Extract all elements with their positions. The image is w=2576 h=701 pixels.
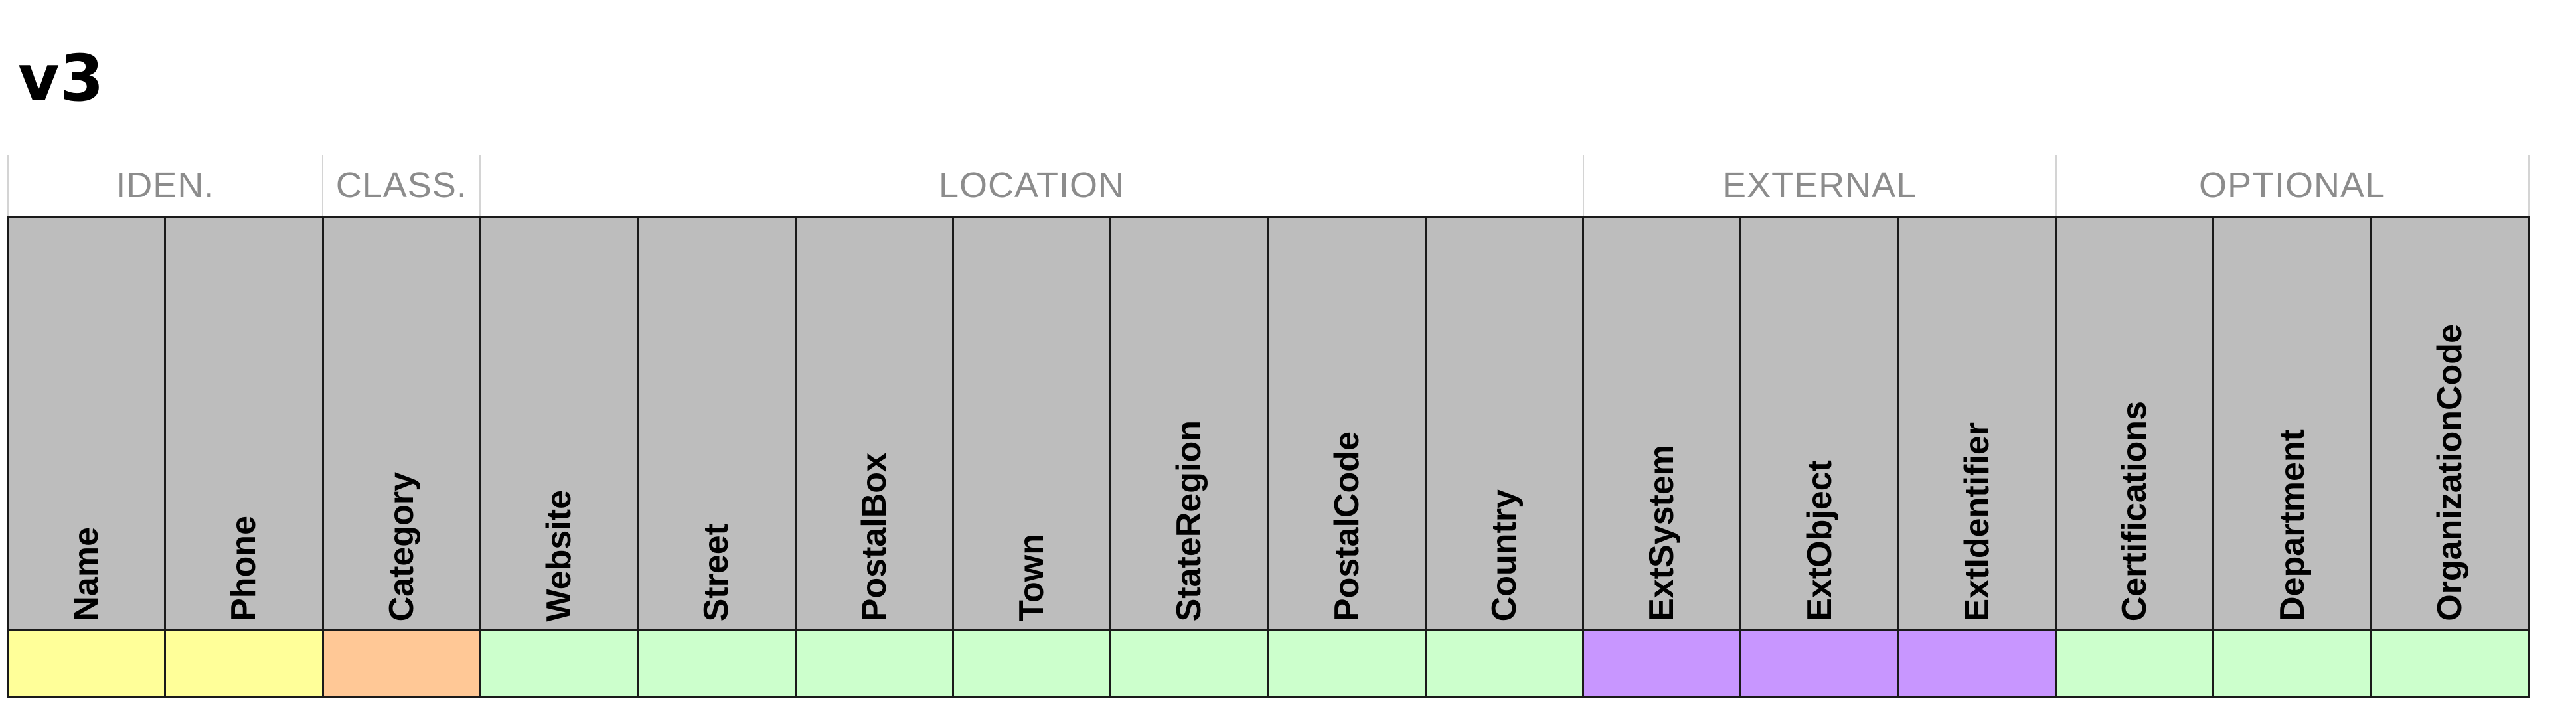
column-header-phone: Phone xyxy=(164,216,324,631)
column-header-label: ExtSystem xyxy=(1643,445,1682,621)
column-header-town: Town xyxy=(951,216,1112,631)
color-swatch-department xyxy=(2212,629,2372,698)
column-header-label: Town xyxy=(1012,534,1052,621)
column-header-department: Department xyxy=(2212,216,2372,631)
group-label-iden: IDEN. xyxy=(7,155,324,218)
column-header-stateregion: StateRegion xyxy=(1109,216,1269,631)
column-header-postalcode: PostalCode xyxy=(1267,216,1427,631)
column-header-organizationcode: OrganizationCode xyxy=(2370,216,2530,631)
color-swatch-postalbox xyxy=(794,629,954,698)
column-header-extobject: ExtObject xyxy=(1739,216,1899,631)
column-header-website: Website xyxy=(479,216,639,631)
color-swatch-town xyxy=(951,629,1112,698)
column-header-label: Department xyxy=(2273,429,2312,621)
column-header-certifications: Certifications xyxy=(2055,216,2215,631)
column-header-label: ExtObject xyxy=(1800,460,1839,621)
color-swatch-stateregion xyxy=(1109,629,1269,698)
column-header-label: Certifications xyxy=(2115,400,2154,621)
color-swatch-country xyxy=(1424,629,1585,698)
column-header-label: Category xyxy=(382,471,421,621)
group-label-location: LOCATION xyxy=(479,155,1584,218)
column-header-label: Name xyxy=(67,527,106,621)
column-header-country: Country xyxy=(1424,216,1585,631)
color-swatch-organizationcode xyxy=(2370,629,2530,698)
color-swatch-postalcode xyxy=(1267,629,1427,698)
column-header-street: Street xyxy=(637,216,797,631)
column-header-label: ExtIdentifier xyxy=(1957,422,1996,622)
column-header-extidentifier: ExtIdentifier xyxy=(1897,216,2057,631)
color-swatch-extidentifier xyxy=(1897,629,2057,698)
color-swatch-extobject xyxy=(1739,629,1899,698)
group-label-class: CLASS. xyxy=(322,155,481,218)
group-label-external: EXTERNAL xyxy=(1582,155,2057,218)
column-header-postalbox: PostalBox xyxy=(794,216,954,631)
column-header-label: Country xyxy=(1485,489,1524,621)
color-swatch-category xyxy=(321,629,481,698)
column-header-category: Category xyxy=(321,216,481,631)
column-header-label: PostalCode xyxy=(1327,431,1366,621)
color-swatch-row xyxy=(6,629,2530,698)
column-header-label: Phone xyxy=(224,516,264,621)
column-header-label: PostalBox xyxy=(854,452,894,621)
schema-table: IDEN. CLASS. LOCATION EXTERNAL OPTIONAL Name… xyxy=(6,155,2530,698)
column-header-name: Name xyxy=(6,216,167,631)
color-swatch-phone xyxy=(164,629,324,698)
column-header-label: Street xyxy=(697,523,736,621)
group-header-row: IDEN. CLASS. LOCATION EXTERNAL OPTIONAL xyxy=(7,155,2530,218)
page-title: v3 xyxy=(18,41,104,116)
column-header-row: Name Phone Category Website Street PostalBox T… xyxy=(6,216,2530,631)
column-header-label: Website xyxy=(540,489,579,621)
group-label-optional: OPTIONAL xyxy=(2055,155,2530,218)
column-header-label: StateRegion xyxy=(1170,420,1209,621)
color-swatch-certifications xyxy=(2055,629,2215,698)
column-header-label: OrganizationCode xyxy=(2430,324,2469,621)
color-swatch-street xyxy=(637,629,797,698)
column-header-extsystem: ExtSystem xyxy=(1582,216,1742,631)
color-swatch-extsystem xyxy=(1582,629,1742,698)
color-swatch-website xyxy=(479,629,639,698)
color-swatch-name xyxy=(6,629,167,698)
